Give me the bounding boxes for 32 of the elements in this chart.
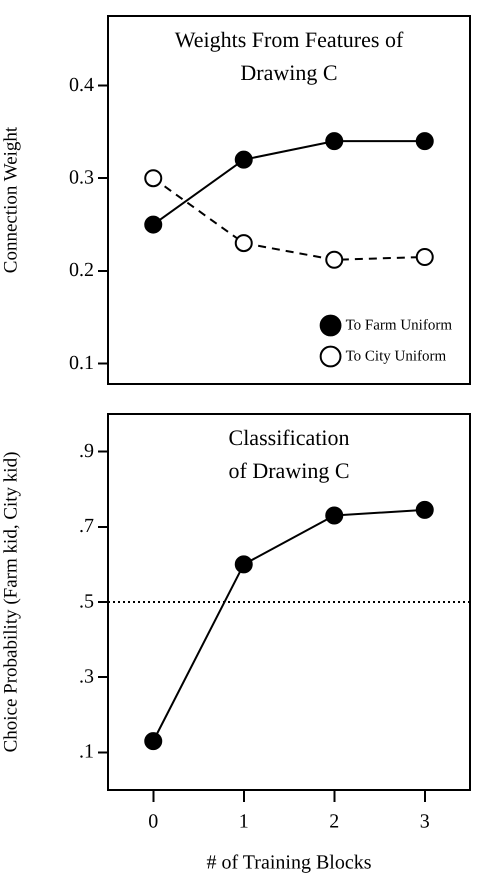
y-tick-label: 0.2 (69, 259, 94, 282)
y-tick-label: .7 (79, 515, 94, 538)
y-axis-title: Connection Weight (0, 126, 22, 274)
text: Classification of Drawing C (228, 424, 350, 483)
point (325, 506, 344, 525)
point (234, 555, 253, 574)
point (144, 216, 162, 234)
point (416, 132, 434, 150)
y-tick-label: 0.1 (69, 352, 94, 374)
point (144, 732, 162, 750)
y-axis-title: Choice Probability (Farm kid, City kid) (0, 452, 22, 752)
x-tick-label: 2 (329, 810, 340, 832)
point (325, 132, 344, 150)
y-tick-label: .1 (79, 740, 94, 763)
point (416, 500, 434, 519)
y-tick-label: 0.3 (69, 166, 94, 188)
legend-label: To Farm Uniform (346, 317, 452, 334)
point (234, 150, 253, 169)
x-tick-label: 0 (148, 810, 158, 832)
point (234, 234, 253, 252)
point (325, 250, 344, 269)
legend-label: To City Uniform (346, 348, 447, 364)
text: Weights From Features of Drawing C (174, 26, 404, 85)
point (144, 169, 162, 188)
y-tick-label: 0.4 (69, 74, 94, 96)
y-tick-label: .3 (79, 665, 94, 688)
x-axis-title: # of Training Blocks (206, 851, 372, 874)
point (416, 248, 434, 266)
y-tick-label: .9 (79, 440, 94, 462)
x-tick-label: 1 (238, 810, 249, 832)
x-tick-label: 3 (420, 810, 430, 832)
y-tick-label: .5 (79, 590, 94, 612)
